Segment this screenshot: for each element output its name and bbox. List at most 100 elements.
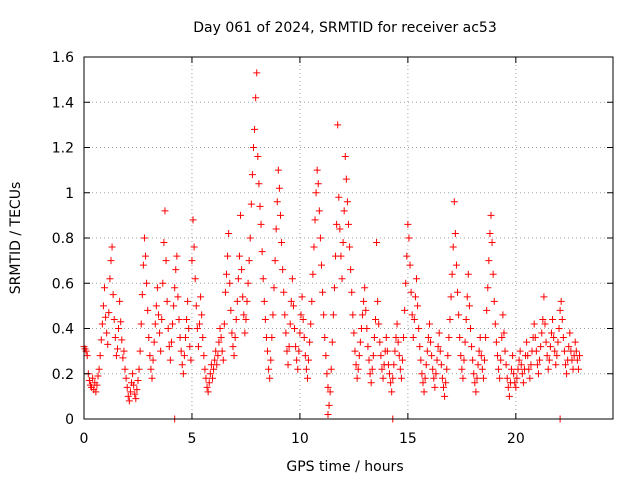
data-point bbox=[415, 325, 423, 332]
data-point bbox=[133, 386, 141, 394]
data-point bbox=[294, 365, 302, 373]
data-point bbox=[257, 220, 265, 228]
data-point bbox=[96, 352, 104, 360]
data-point bbox=[170, 302, 178, 310]
data-point bbox=[239, 293, 247, 301]
data-point bbox=[118, 336, 126, 344]
data-point bbox=[296, 329, 304, 337]
data-point bbox=[256, 202, 264, 210]
data-point bbox=[323, 370, 331, 378]
data-point bbox=[403, 252, 411, 260]
data-point bbox=[247, 200, 255, 208]
data-point bbox=[532, 347, 540, 355]
data-point bbox=[516, 347, 524, 355]
data-point bbox=[539, 315, 547, 323]
data-point bbox=[524, 352, 532, 360]
data-point bbox=[319, 288, 327, 296]
data-point bbox=[440, 383, 448, 391]
data-point bbox=[535, 370, 543, 378]
data-point bbox=[434, 343, 442, 351]
data-point bbox=[220, 320, 228, 328]
data-point bbox=[455, 311, 463, 319]
data-point bbox=[542, 338, 550, 346]
data-point bbox=[223, 270, 231, 278]
data-point bbox=[515, 356, 523, 364]
data-point bbox=[340, 207, 348, 215]
data-point bbox=[302, 365, 310, 373]
data-point bbox=[230, 352, 238, 360]
data-point bbox=[387, 379, 395, 387]
data-point bbox=[436, 347, 444, 355]
data-point bbox=[473, 374, 481, 382]
data-point bbox=[482, 334, 490, 342]
data-point bbox=[307, 320, 315, 328]
data-point bbox=[122, 374, 130, 382]
data-point bbox=[99, 302, 107, 310]
data-point bbox=[407, 288, 415, 296]
data-point bbox=[373, 239, 381, 247]
data-point bbox=[346, 243, 354, 251]
data-point bbox=[470, 370, 478, 378]
data-point bbox=[462, 315, 470, 323]
data-point bbox=[273, 198, 281, 206]
data-point bbox=[150, 338, 158, 346]
data-point bbox=[573, 356, 581, 364]
data-point bbox=[397, 374, 405, 382]
data-point bbox=[479, 374, 487, 382]
data-point bbox=[240, 311, 248, 319]
data-point bbox=[497, 356, 505, 364]
data-point bbox=[554, 338, 562, 346]
data-point bbox=[471, 379, 479, 387]
data-point bbox=[117, 318, 125, 326]
data-point bbox=[330, 284, 338, 292]
data-point bbox=[204, 388, 212, 396]
data-point bbox=[360, 297, 368, 305]
data-point bbox=[386, 370, 394, 378]
data-point bbox=[93, 381, 101, 389]
data-point bbox=[557, 297, 565, 305]
data-point bbox=[329, 311, 337, 319]
data-point bbox=[508, 365, 516, 373]
data-point bbox=[553, 352, 561, 360]
data-point bbox=[376, 338, 384, 346]
data-point bbox=[417, 356, 425, 364]
data-point bbox=[148, 374, 156, 382]
data-point bbox=[509, 352, 517, 360]
data-point bbox=[275, 184, 283, 192]
data-point bbox=[355, 352, 363, 360]
data-point bbox=[368, 365, 376, 373]
data-point bbox=[105, 309, 113, 317]
data-point bbox=[313, 166, 321, 174]
data-point bbox=[109, 291, 117, 299]
data-point bbox=[400, 334, 408, 342]
data-point bbox=[206, 370, 214, 378]
data-point bbox=[132, 395, 140, 403]
data-point bbox=[422, 361, 430, 369]
data-point bbox=[514, 365, 522, 373]
data-point bbox=[560, 347, 568, 355]
data-point bbox=[446, 315, 454, 323]
data-point bbox=[147, 365, 155, 373]
data-point bbox=[546, 343, 554, 351]
y-axis-label: SRMTID / TECUs bbox=[8, 182, 24, 295]
data-point bbox=[162, 257, 170, 265]
data-point bbox=[406, 261, 414, 269]
data-point bbox=[474, 361, 482, 369]
data-point bbox=[518, 370, 526, 378]
data-point bbox=[559, 334, 567, 342]
data-point bbox=[157, 347, 165, 355]
data-point bbox=[488, 239, 496, 247]
data-point bbox=[166, 356, 174, 364]
data-point bbox=[243, 297, 251, 305]
data-point bbox=[194, 343, 202, 351]
data-point bbox=[481, 356, 489, 364]
data-point bbox=[312, 189, 320, 197]
data-point bbox=[180, 352, 188, 360]
data-point bbox=[499, 311, 507, 319]
data-point bbox=[552, 361, 560, 369]
data-point bbox=[164, 325, 172, 332]
data-point bbox=[527, 361, 535, 369]
data-point bbox=[234, 275, 242, 283]
data-point bbox=[232, 315, 240, 323]
